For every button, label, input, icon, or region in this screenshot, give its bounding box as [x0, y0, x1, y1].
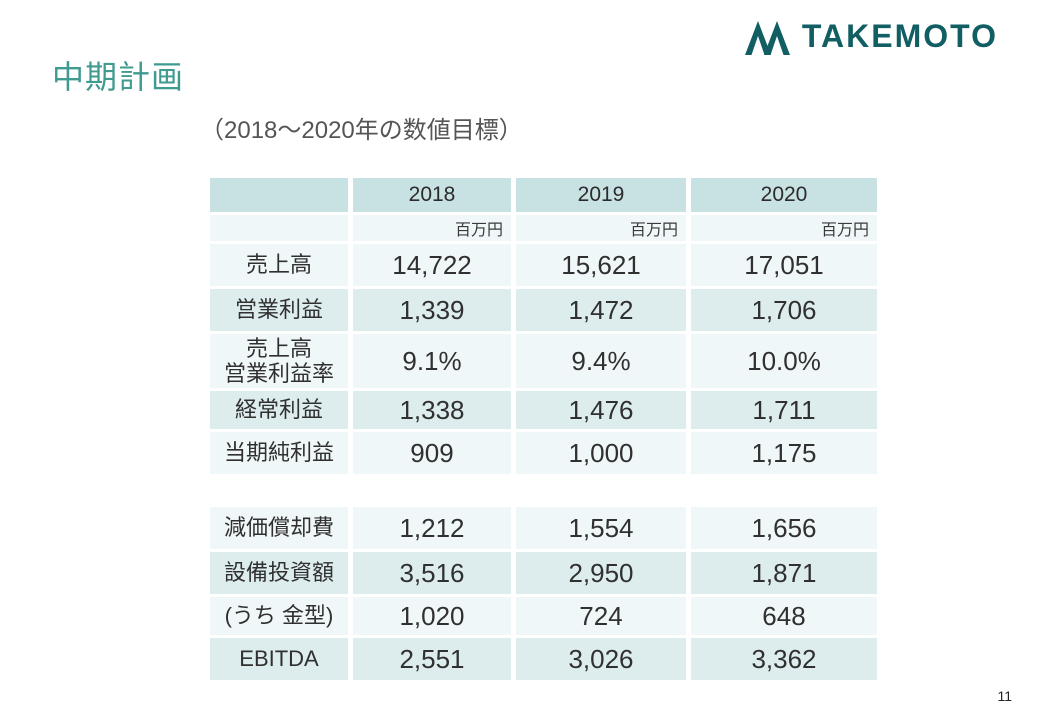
- unit-empty-cell: [210, 215, 348, 241]
- cell-value: 1,476: [516, 391, 686, 429]
- row-label: 減価償却費: [210, 507, 348, 549]
- cell-value: 1,338: [353, 391, 511, 429]
- cell-value: 1,000: [516, 432, 686, 474]
- page-subtitle: （2018～2020年の数値目標）: [200, 117, 523, 144]
- table-row: 売上高 14,722 15,621 17,051: [210, 244, 877, 286]
- table-row: (うち 金型) 1,020 724 648: [210, 597, 877, 635]
- cell-value: 14,722: [353, 244, 511, 286]
- cell-value: 1,711: [691, 391, 877, 429]
- company-logo-text: TAKEMOTO: [801, 18, 998, 54]
- header-year-2018: 2018: [353, 178, 511, 212]
- page-title: 中期計画: [52, 59, 185, 95]
- row-label: 営業利益: [210, 289, 348, 331]
- row-label: 売上高: [210, 244, 348, 286]
- row-label: 売上高 営業利益率: [210, 334, 348, 388]
- cell-value: 1,339: [353, 289, 511, 331]
- row-label: 経常利益: [210, 391, 348, 429]
- cell-value: 648: [691, 597, 877, 635]
- table-row: 減価償却費 1,212 1,554 1,656: [210, 507, 877, 549]
- table-row: 当期純利益 909 1,000 1,175: [210, 432, 877, 474]
- company-logo: TAKEMOTO: [742, 18, 998, 55]
- table-row: 営業利益 1,339 1,472 1,706: [210, 289, 877, 331]
- cell-value: 1,472: [516, 289, 686, 331]
- cell-value: 3,362: [691, 638, 877, 680]
- cell-value: 1,175: [691, 432, 877, 474]
- mountain-m-icon: [742, 19, 794, 55]
- table-section-divider: [210, 477, 877, 507]
- cell-value: 17,051: [691, 244, 877, 286]
- cell-value: 3,026: [516, 638, 686, 680]
- row-label: (うち 金型): [210, 597, 348, 635]
- header-year-2019: 2019: [516, 178, 686, 212]
- row-label: 設備投資額: [210, 552, 348, 594]
- cell-value: 3,516: [353, 552, 511, 594]
- cell-value: 1,020: [353, 597, 511, 635]
- row-label: EBITDA: [210, 638, 348, 680]
- page-number: 11: [997, 688, 1012, 704]
- unit-label: 百万円: [516, 215, 686, 241]
- cell-value: 2,950: [516, 552, 686, 594]
- cell-value: 9.1%: [353, 334, 511, 388]
- cell-value: 724: [516, 597, 686, 635]
- row-label: 当期純利益: [210, 432, 348, 474]
- cell-value: 2,551: [353, 638, 511, 680]
- cell-value: 9.4%: [516, 334, 686, 388]
- table-row: EBITDA 2,551 3,026 3,362: [210, 638, 877, 680]
- cell-value: 1,871: [691, 552, 877, 594]
- table-unit-row: 百万円 百万円 百万円: [210, 215, 877, 241]
- cell-value: 1,706: [691, 289, 877, 331]
- table-row: 設備投資額 3,516 2,950 1,871: [210, 552, 877, 594]
- cell-value: 1,656: [691, 507, 877, 549]
- table-row: 売上高 営業利益率 9.1% 9.4% 10.0%: [210, 334, 877, 388]
- unit-label: 百万円: [691, 215, 877, 241]
- header-empty-cell: [210, 178, 348, 212]
- unit-label: 百万円: [353, 215, 511, 241]
- cell-value: 15,621: [516, 244, 686, 286]
- table-header-row: 2018 2019 2020: [210, 178, 877, 212]
- table-row: 経常利益 1,338 1,476 1,711: [210, 391, 877, 429]
- cell-value: 909: [353, 432, 511, 474]
- header-year-2020: 2020: [691, 178, 877, 212]
- cell-value: 1,554: [516, 507, 686, 549]
- midterm-plan-table: 2018 2019 2020 百万円 百万円 百万円 売上高 14,722 15…: [210, 178, 877, 683]
- cell-value: 10.0%: [691, 334, 877, 388]
- cell-value: 1,212: [353, 507, 511, 549]
